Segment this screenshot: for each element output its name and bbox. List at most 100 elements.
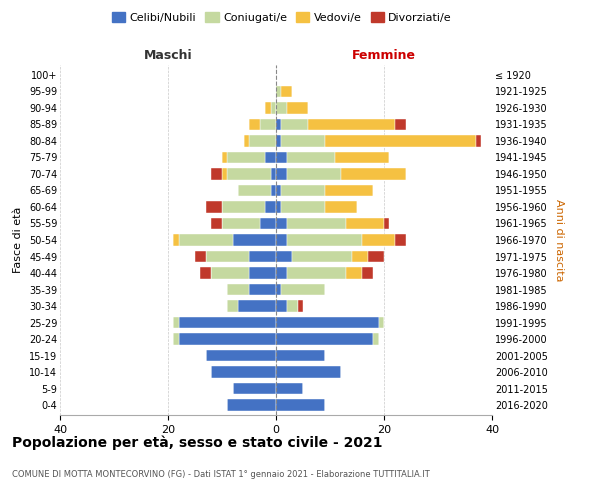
Bar (227, 168, 271, 179)
Bar (346, 218, 384, 230)
Bar (276, 168, 287, 179)
Bar (395, 118, 406, 130)
Bar (211, 168, 222, 179)
Bar (287, 267, 346, 279)
Text: Femmine: Femmine (352, 48, 416, 62)
Bar (206, 250, 249, 262)
Bar (222, 168, 227, 179)
Bar (287, 218, 346, 230)
Bar (287, 102, 308, 114)
Bar (379, 317, 384, 328)
Bar (276, 334, 373, 345)
Bar (325, 201, 357, 213)
Bar (287, 168, 341, 179)
Bar (179, 234, 233, 246)
Bar (211, 218, 222, 230)
Text: COMUNE DI MOTTA MONTECORVINO (FG) - Dati ISTAT 1° gennaio 2021 - Elaborazione TU: COMUNE DI MOTTA MONTECORVINO (FG) - Dati… (12, 470, 430, 479)
Bar (287, 234, 362, 246)
Bar (227, 300, 238, 312)
Bar (227, 284, 249, 296)
Bar (260, 218, 276, 230)
Bar (179, 317, 276, 328)
Bar (179, 334, 276, 345)
Bar (276, 218, 287, 230)
Bar (244, 135, 249, 146)
Bar (287, 300, 298, 312)
Bar (173, 234, 179, 246)
Text: Popolazione per età, sesso e stato civile - 2021: Popolazione per età, sesso e stato civil… (12, 435, 383, 450)
Bar (276, 317, 379, 328)
Text: Maschi: Maschi (143, 48, 193, 62)
Bar (222, 218, 260, 230)
Bar (298, 300, 303, 312)
Bar (173, 334, 179, 345)
Bar (362, 267, 373, 279)
Bar (292, 250, 352, 262)
Bar (173, 317, 179, 328)
Bar (276, 234, 287, 246)
Bar (276, 152, 287, 163)
Bar (249, 284, 276, 296)
Bar (249, 267, 276, 279)
Bar (281, 284, 325, 296)
Bar (276, 135, 281, 146)
Bar (281, 135, 325, 146)
Y-axis label: Anni di nascita: Anni di nascita (554, 198, 565, 281)
Bar (276, 366, 341, 378)
Bar (249, 118, 260, 130)
Bar (325, 135, 476, 146)
Bar (276, 267, 287, 279)
Bar (476, 135, 481, 146)
Bar (341, 168, 406, 179)
Bar (260, 118, 276, 130)
Bar (287, 152, 335, 163)
Bar (265, 152, 276, 163)
Bar (276, 118, 281, 130)
Bar (281, 201, 325, 213)
Bar (368, 250, 384, 262)
Bar (281, 118, 308, 130)
Bar (395, 234, 406, 246)
Bar (211, 366, 276, 378)
Bar (346, 267, 362, 279)
Bar (195, 250, 206, 262)
Bar (222, 152, 227, 163)
Y-axis label: Fasce di età: Fasce di età (13, 207, 23, 273)
Bar (276, 400, 325, 411)
Bar (249, 135, 276, 146)
Bar (308, 118, 395, 130)
Bar (335, 152, 389, 163)
Bar (249, 250, 276, 262)
Bar (276, 383, 303, 394)
Bar (271, 168, 276, 179)
Bar (276, 201, 281, 213)
Bar (276, 86, 281, 97)
Bar (325, 184, 373, 196)
Bar (281, 86, 292, 97)
Bar (276, 250, 292, 262)
Bar (206, 350, 276, 362)
Legend: Celibi/Nubili, Coniugati/e, Vedovi/e, Divorziati/e: Celibi/Nubili, Coniugati/e, Vedovi/e, Di… (107, 8, 457, 28)
Bar (227, 400, 276, 411)
Bar (211, 267, 249, 279)
Bar (271, 184, 276, 196)
Bar (227, 152, 265, 163)
Bar (265, 201, 276, 213)
Bar (200, 267, 211, 279)
Bar (233, 234, 276, 246)
Bar (222, 201, 265, 213)
Bar (271, 102, 276, 114)
Bar (362, 234, 395, 246)
Bar (238, 300, 276, 312)
Bar (384, 218, 389, 230)
Bar (276, 184, 281, 196)
Bar (265, 102, 271, 114)
Bar (233, 383, 276, 394)
Bar (276, 284, 281, 296)
Bar (238, 184, 271, 196)
Bar (206, 201, 222, 213)
Bar (281, 184, 325, 196)
Bar (276, 350, 325, 362)
Bar (373, 334, 379, 345)
Bar (352, 250, 368, 262)
